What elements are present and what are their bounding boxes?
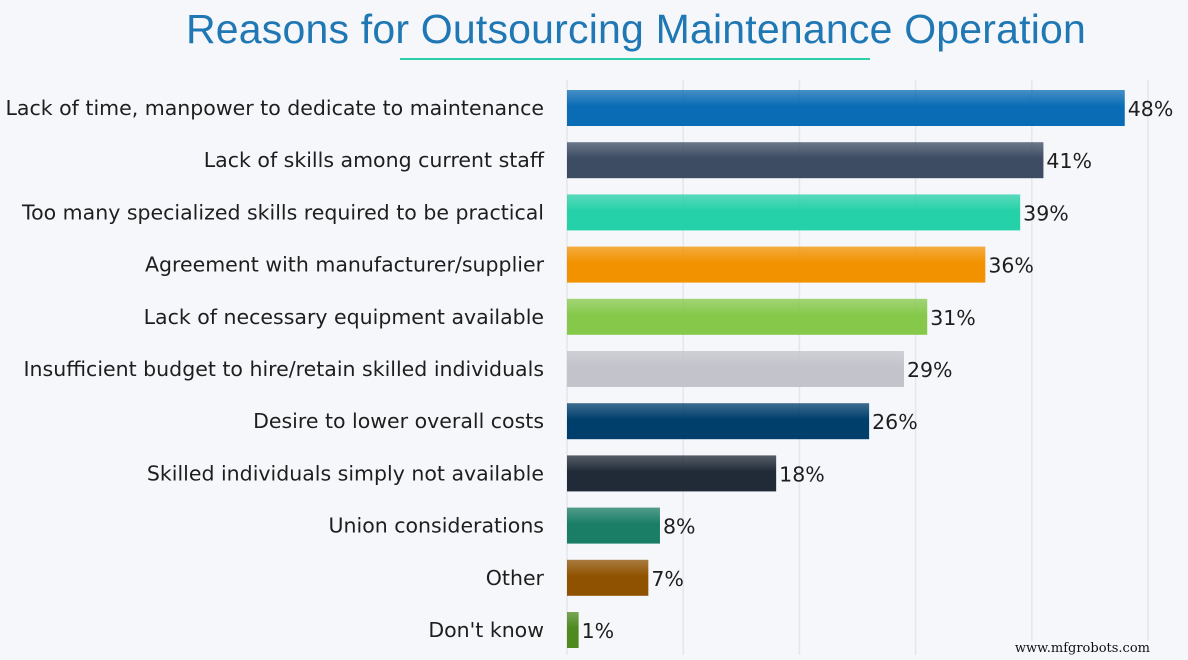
- category-label: Don't know: [428, 618, 544, 642]
- category-label: Lack of skills among current staff: [204, 148, 545, 172]
- category-label: Lack of necessary equipment available: [144, 305, 544, 329]
- category-label: Agreement with manufacturer/supplier: [145, 253, 545, 277]
- data-label: 7%: [651, 567, 684, 591]
- bar: [567, 142, 1044, 179]
- data-label: 8%: [663, 515, 696, 539]
- data-label: 18%: [779, 462, 825, 486]
- chart-title: Reasons for Outsourcing Maintenance Oper…: [185, 6, 1087, 52]
- bar: [567, 507, 660, 544]
- bar: [567, 351, 904, 387]
- bar: [567, 612, 579, 648]
- watermark: www.mfgrobots.com: [1014, 641, 1150, 656]
- title-underline: [400, 58, 870, 60]
- bar: [567, 90, 1125, 126]
- bar: [567, 455, 777, 492]
- data-label: 48%: [1128, 97, 1174, 121]
- data-label: 1%: [582, 619, 615, 643]
- category-label: Desire to lower overall costs: [253, 409, 544, 433]
- bar: [567, 403, 870, 440]
- data-label: 29%: [907, 358, 953, 382]
- data-label: 26%: [872, 410, 918, 434]
- bar: [567, 559, 649, 596]
- category-label: Skilled individuals simply not available: [147, 461, 544, 485]
- data-label: 31%: [930, 306, 976, 330]
- category-label: Insufficient budget to hire/retain skill…: [24, 357, 544, 381]
- data-label: 36%: [988, 254, 1034, 278]
- bar: [567, 194, 1021, 231]
- category-label: Union considerations: [329, 514, 545, 538]
- data-label: 39%: [1023, 201, 1069, 225]
- category-label: Other: [486, 566, 545, 590]
- bar: [567, 298, 928, 335]
- category-label: Lack of time, manpower to dedicate to ma…: [6, 96, 545, 120]
- bar: [567, 246, 986, 283]
- category-label: Too many specialized skills required to …: [21, 200, 544, 224]
- data-label: 41%: [1046, 149, 1092, 173]
